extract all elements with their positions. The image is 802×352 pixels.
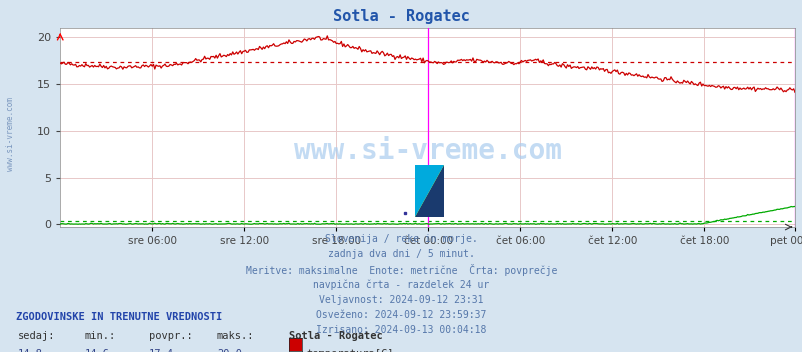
Text: Sotla - Rogatec: Sotla - Rogatec — [289, 331, 383, 341]
Text: ZGODOVINSKE IN TRENUTNE VREDNOSTI: ZGODOVINSKE IN TRENUTNE VREDNOSTI — [16, 312, 222, 321]
Text: 14,6: 14,6 — [84, 349, 109, 352]
Text: Sotla - Rogatec: Sotla - Rogatec — [333, 9, 469, 24]
Text: Meritve: maksimalne  Enote: metrične  Črta: povprečje: Meritve: maksimalne Enote: metrične Črta… — [245, 264, 557, 276]
Text: 20,0: 20,0 — [217, 349, 241, 352]
Text: www.si-vreme.com: www.si-vreme.com — [6, 97, 15, 171]
Text: 17,4: 17,4 — [148, 349, 173, 352]
Text: povpr.:: povpr.: — [148, 331, 192, 341]
Text: temperatura[C]: temperatura[C] — [306, 349, 394, 352]
Text: navpična črta - razdelek 24 ur: navpična črta - razdelek 24 ur — [313, 279, 489, 290]
Text: Veljavnost: 2024-09-12 23:31: Veljavnost: 2024-09-12 23:31 — [319, 295, 483, 304]
Bar — [415, 165, 443, 217]
Text: maks.:: maks.: — [217, 331, 254, 341]
Text: 14,8: 14,8 — [18, 349, 43, 352]
Text: sedaj:: sedaj: — [18, 331, 55, 341]
Text: Osveženo: 2024-09-12 23:59:37: Osveženo: 2024-09-12 23:59:37 — [316, 310, 486, 320]
Text: min.:: min.: — [84, 331, 115, 341]
Polygon shape — [415, 165, 443, 217]
Polygon shape — [415, 165, 443, 217]
Text: Izrisano: 2024-09-13 00:04:18: Izrisano: 2024-09-13 00:04:18 — [316, 325, 486, 335]
Text: Slovenija / reke in morje.: Slovenija / reke in morje. — [325, 234, 477, 244]
Text: www.si-vreme.com: www.si-vreme.com — [294, 138, 561, 165]
Text: zadnja dva dni / 5 minut.: zadnja dva dni / 5 minut. — [328, 249, 474, 259]
